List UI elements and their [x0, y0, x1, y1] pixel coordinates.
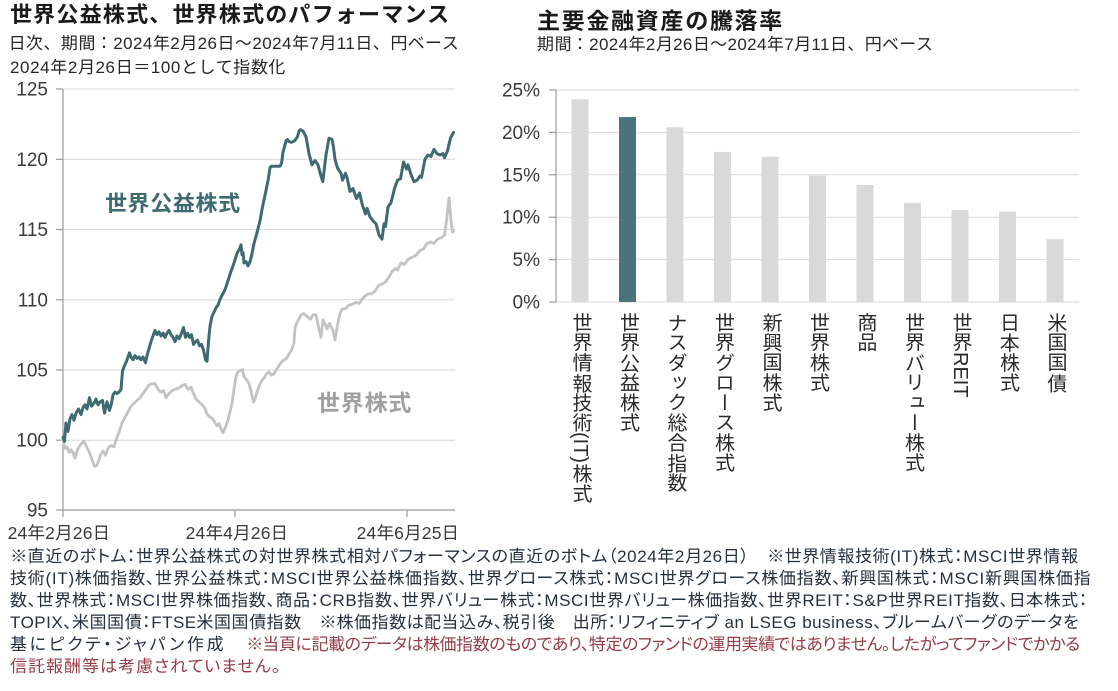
svg-text:20%: 20%: [502, 123, 540, 144]
svg-text:105: 105: [16, 361, 48, 382]
svg-text:25%: 25%: [502, 81, 540, 102]
svg-text:95: 95: [27, 501, 48, 522]
svg-text:120: 120: [16, 150, 48, 171]
svg-text:15%: 15%: [502, 165, 540, 186]
svg-text:10%: 10%: [502, 208, 540, 229]
svg-text:110: 110: [18, 290, 48, 311]
svg-text:5%: 5%: [513, 250, 541, 271]
svg-text:0%: 0%: [513, 293, 541, 314]
svg-text:100: 100: [16, 431, 48, 452]
svg-text:125: 125: [16, 80, 48, 101]
svg-text:115: 115: [18, 220, 48, 241]
